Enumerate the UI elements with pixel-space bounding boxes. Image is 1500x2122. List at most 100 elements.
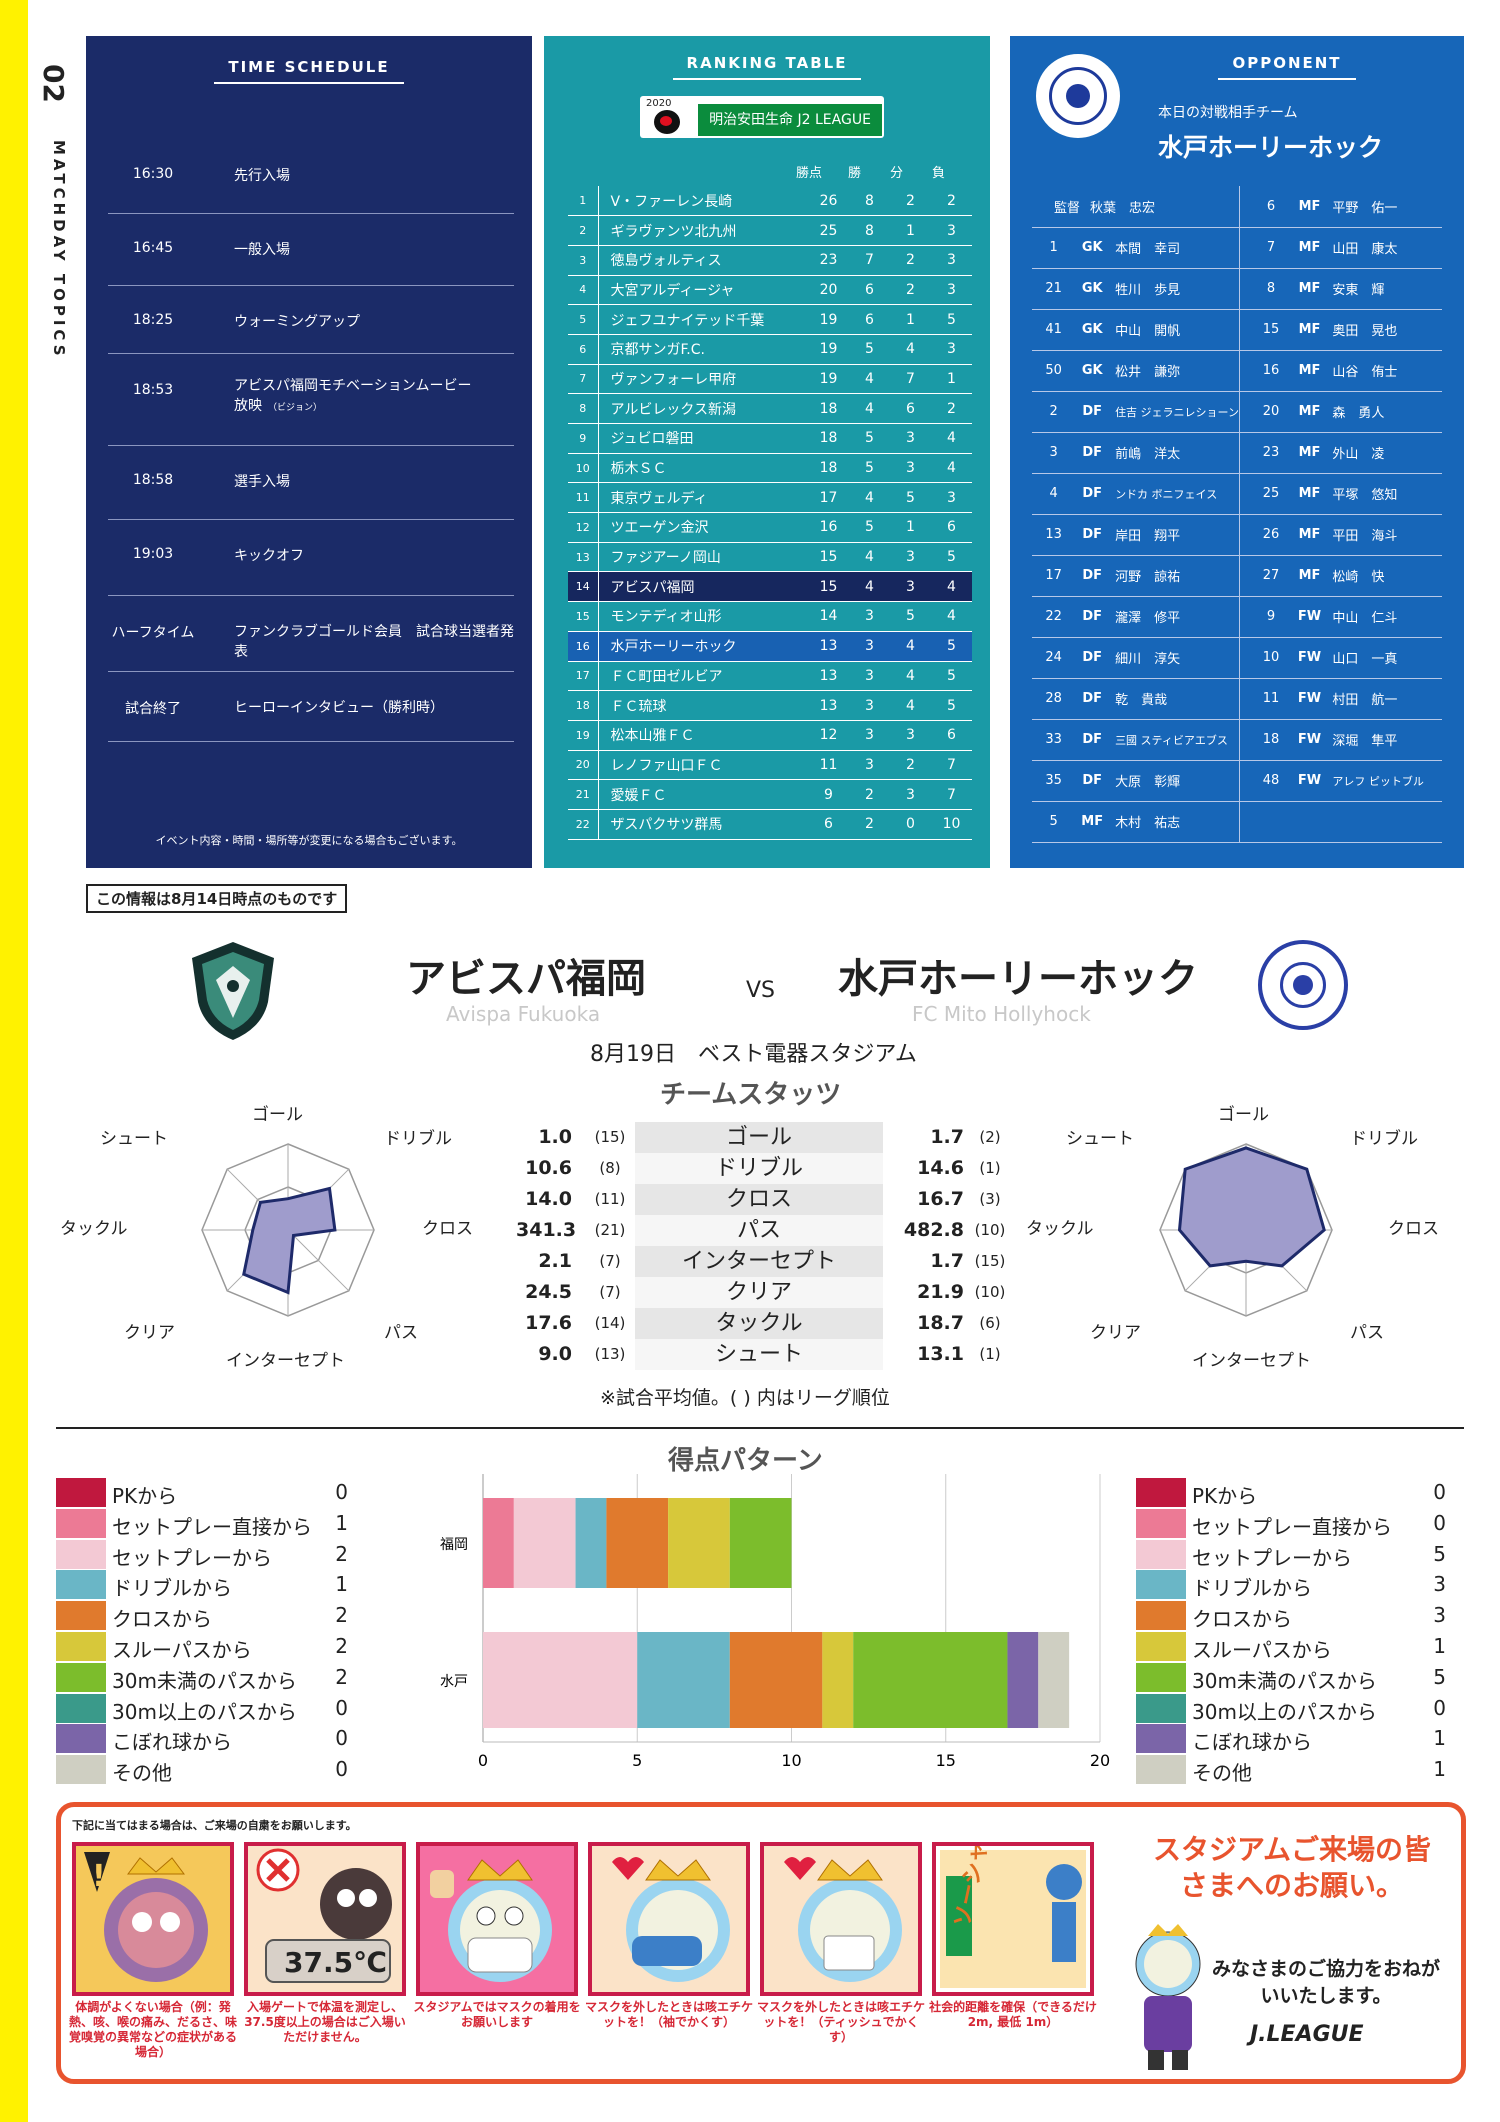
away-radar-chart: [1159, 1143, 1333, 1317]
radar-label: ゴール: [1218, 1105, 1269, 1125]
player-pos: GK: [1075, 350, 1110, 392]
team-name: 愛媛ＦＣ: [598, 779, 808, 810]
rank-number: 7: [568, 364, 599, 395]
player-name: 山口 一真: [1326, 637, 1442, 679]
roster-row: 50 GK 松井 謙弥 16 MF 山谷 侑士: [1032, 350, 1442, 392]
stat-value: 3: [849, 690, 890, 721]
radar-label: タックル: [60, 1219, 128, 1239]
player-pos: FW: [1292, 760, 1327, 802]
home-team-name: アビスパ福岡: [406, 956, 646, 1002]
svg-text:!: !: [92, 1859, 106, 1894]
stat-category: ドリブル: [635, 1153, 883, 1184]
legend-swatch: [56, 1508, 106, 1538]
legend-label: クロスから: [112, 1607, 212, 1632]
roster-row: 3 DF 前嶋 洋太 23 MF 外山 凌: [1032, 432, 1442, 474]
schedule-event: ファンクラブゴールド会員 試合球当選者発表: [234, 624, 514, 660]
stat-value: 5: [849, 423, 890, 454]
stats-row: 9.0 (13) シュート 13.1 (1): [516, 1339, 1001, 1370]
player-pos: MF: [1292, 227, 1327, 269]
player-no: 20: [1249, 391, 1293, 433]
stat-value: 3: [849, 631, 890, 662]
legend-swatch: [1136, 1508, 1186, 1538]
legend-count: 0: [335, 1757, 348, 1782]
stat-value: 4: [849, 482, 890, 514]
roster-row: 4 DF ンドカ ボニフェイス 25 MF 平塚 悠知: [1032, 473, 1442, 515]
bar-segment: [729, 1632, 823, 1728]
player-name: 安東 輝: [1326, 268, 1442, 310]
table-row: 17 ＦＣ町田ゼルビア 13 3 4 5: [568, 661, 972, 692]
home-stat-value: 341.3: [516, 1219, 577, 1241]
rank-number: 12: [568, 512, 599, 543]
player-no: 10: [1249, 637, 1293, 679]
stat-value: 6: [931, 720, 972, 751]
bar-segment: [606, 1498, 669, 1588]
away-stat-rank: (6): [979, 1314, 1001, 1332]
player-pos: MF: [1292, 391, 1327, 433]
table-row: 3 徳島ヴォルティス 23 7 2 3: [568, 245, 972, 276]
home-stat-rank: (8): [599, 1159, 621, 1177]
stat-value: 5: [890, 482, 931, 514]
stat-value: 20: [808, 275, 849, 306]
rank-number: 11: [568, 482, 599, 514]
player-pos: FW: [1292, 596, 1327, 638]
stat-value: 1: [890, 215, 931, 246]
stat-value: 1: [931, 364, 972, 395]
bar-segment: [1038, 1632, 1070, 1728]
radar-label: パス: [384, 1323, 418, 1343]
request-subtitle: みなさまのご協力をおねがいいたします。: [1211, 1958, 1440, 2007]
player-no: 18: [1249, 719, 1293, 761]
player-name: 村田 航一: [1326, 678, 1442, 720]
table-row: 16 水戸ホーリーホック 13 3 4 5: [568, 631, 972, 662]
stat-value: 4: [849, 364, 890, 395]
schedule-time: 18:53: [132, 382, 174, 398]
table-row: 6 京都サンガF.C. 19 5 4 3: [568, 334, 972, 365]
jleague-mark-icon: [654, 110, 680, 134]
home-stat-value: 14.0: [525, 1188, 572, 1210]
stat-value: 26: [808, 186, 849, 217]
stat-value: 6: [931, 512, 972, 543]
stat-value: 3: [931, 275, 972, 306]
table-row: 11 東京ヴェルディ 17 4 5 3: [568, 482, 972, 514]
schedule-title: TIME SCHEDULE: [86, 58, 532, 84]
player-no: 17: [1032, 555, 1076, 597]
stats-title: チームスタッツ: [660, 1080, 842, 1110]
legend-count: 0: [1433, 1480, 1446, 1504]
stat-value: 2: [890, 750, 931, 781]
rank-number: 22: [568, 809, 599, 840]
rank-number: 9: [568, 423, 599, 454]
legend-swatch: [1136, 1724, 1186, 1754]
player-pos: MF: [1292, 473, 1327, 515]
roster-row: 17 DF 河野 諒祐 27 MF 松崎 快: [1032, 555, 1442, 597]
schedule-time: 16:30: [132, 166, 174, 182]
team-name: モンテディオ山形: [598, 601, 808, 632]
table-row: 19 松本山雅ＦＣ 12 3 3 6: [568, 720, 972, 751]
home-stat-value: 2.1: [538, 1250, 572, 1272]
ranking-title: RANKING TABLE: [544, 54, 990, 80]
legend-count: 1: [1433, 1757, 1446, 1782]
stat-value: 4: [931, 601, 972, 632]
team-name: 東京ヴェルディ: [598, 482, 808, 514]
player-pos: GK: [1075, 268, 1110, 310]
away-team-name: 水戸ホーリーホック: [838, 956, 1198, 1002]
stat-value: 7: [890, 364, 931, 395]
bar-segment: [513, 1498, 576, 1588]
legend-count: 0: [335, 1726, 348, 1751]
stat-value: 3: [890, 423, 931, 454]
player-no: 15: [1249, 309, 1293, 351]
stat-value: 15: [808, 571, 849, 603]
player-no: 8: [1249, 268, 1293, 310]
j2-league-logo: 2020 明治安田生命 J2 LEAGUE: [640, 96, 884, 138]
legend-label: こぼれ球から: [1192, 1730, 1312, 1755]
rank-number: 15: [568, 601, 599, 632]
player-no: 2: [1032, 391, 1076, 433]
player-pos: DF: [1075, 514, 1110, 556]
home-stat-value: 24.5: [525, 1281, 572, 1303]
table-row: 9 ジュビロ磐田 18 5 3 4: [568, 423, 972, 454]
info-date-note: この情報は8月14日時点のものです: [86, 884, 348, 913]
stats-row: 2.1 (7) インターセプト 1.7 (15): [516, 1246, 1005, 1277]
home-stat-rank: (14): [594, 1314, 626, 1332]
social-distance-card: ソーシャルディスタンス: [932, 1690, 1094, 1996]
stat-value: 12: [808, 720, 849, 751]
stat-value: 9: [808, 779, 849, 810]
schedule-note: イベント内容・時間・場所等が変更になる場合もございます。: [155, 834, 463, 847]
